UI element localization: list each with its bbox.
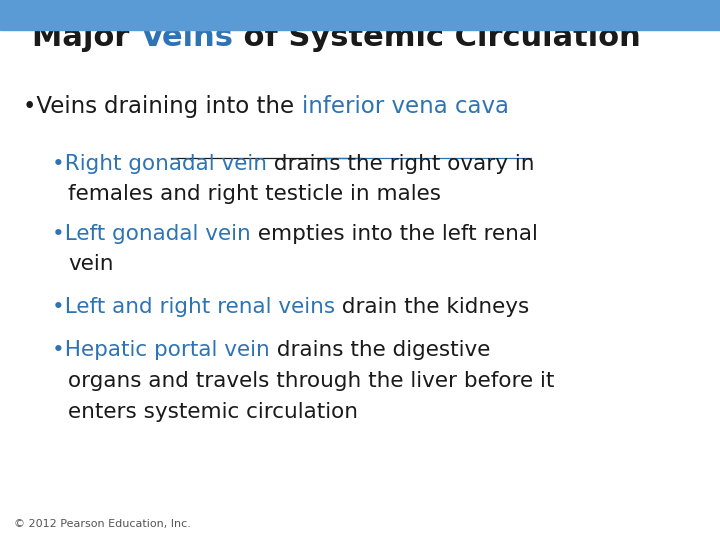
Text: Veins: Veins	[140, 23, 233, 52]
Text: drains the right ovary in: drains the right ovary in	[267, 154, 534, 174]
Text: inferior vena cava: inferior vena cava	[302, 96, 509, 118]
Text: •Veins: •Veins	[23, 96, 104, 118]
Text: drain the kidneys: drain the kidneys	[335, 297, 529, 317]
Text: of Systemic Circulation: of Systemic Circulation	[233, 23, 641, 52]
Text: vein: vein	[68, 254, 114, 274]
Text: organs and travels through the liver before it: organs and travels through the liver bef…	[68, 371, 555, 391]
Text: enters systemic circulation: enters systemic circulation	[68, 402, 359, 422]
Text: •Right gonadal vein: •Right gonadal vein	[52, 154, 267, 174]
Text: draining into the: draining into the	[104, 96, 294, 118]
Text: females and right testicle in males: females and right testicle in males	[68, 184, 441, 204]
Text: •Left and right renal veins: •Left and right renal veins	[52, 297, 335, 317]
Text: •Hepatic portal vein: •Hepatic portal vein	[52, 340, 269, 360]
Text: empties into the left renal: empties into the left renal	[251, 224, 537, 244]
Text: © 2012 Pearson Education, Inc.: © 2012 Pearson Education, Inc.	[14, 518, 192, 529]
Bar	[0, 0, 720, 30]
Text: •Left gonadal vein: •Left gonadal vein	[52, 224, 251, 244]
Text: drains the digestive: drains the digestive	[269, 340, 490, 360]
Text: Major: Major	[32, 23, 140, 52]
